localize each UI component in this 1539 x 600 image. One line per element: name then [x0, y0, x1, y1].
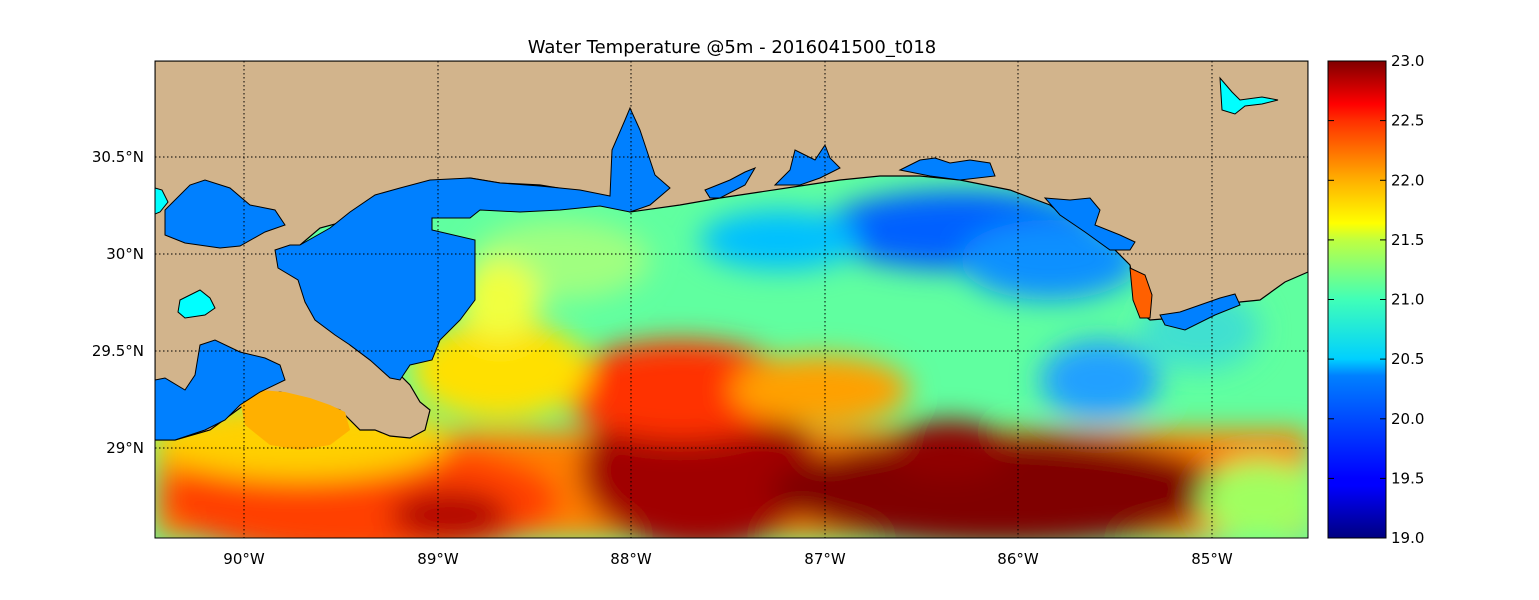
map-title: Water Temperature @5m - 2016041500_t018 [528, 37, 937, 58]
colorbar-ticks [1328, 120, 1386, 479]
colorbar-label: 20.5 [1391, 350, 1424, 368]
colorbar-labels: 23.0 22.5 22.0 21.5 21.0 20.5 20.0 19.5 … [1391, 52, 1424, 547]
x-tick-label: 88°W [610, 550, 652, 568]
colorbar-label: 21.5 [1391, 231, 1424, 249]
x-tick-label: 87°W [804, 550, 846, 568]
x-tick-label: 90°W [223, 550, 265, 568]
colorbar-gradient [1327, 60, 1387, 539]
x-axis-labels: 90°W 89°W 88°W 87°W 86°W 85°W [223, 550, 1233, 568]
colorbar-label: 23.0 [1391, 52, 1424, 70]
x-tick-label: 85°W [1191, 550, 1233, 568]
x-tick-label: 89°W [417, 550, 459, 568]
y-tick-label: 29°N [106, 439, 144, 457]
colorbar-label: 22.5 [1391, 112, 1424, 130]
colorbar-label: 19.0 [1391, 529, 1424, 547]
y-tick-label: 30.5°N [92, 148, 144, 166]
map-panel [155, 61, 1308, 538]
colorbar: 23.0 22.5 22.0 21.5 21.0 20.5 20.0 19.5 … [1327, 52, 1424, 547]
x-tick-label: 86°W [997, 550, 1039, 568]
colorbar-label: 22.0 [1391, 171, 1424, 189]
colorbar-label: 19.5 [1391, 469, 1424, 487]
inland-water [155, 76, 1279, 450]
colorbar-label: 21.0 [1391, 291, 1424, 309]
y-tick-label: 30°N [106, 245, 144, 263]
graticule [155, 61, 1308, 538]
colorbar-label: 20.0 [1391, 410, 1424, 428]
y-tick-label: 29.5°N [92, 342, 144, 360]
y-axis-labels: 30.5°N 30°N 29.5°N 29°N [92, 148, 144, 457]
map-frame [154, 60, 1309, 539]
